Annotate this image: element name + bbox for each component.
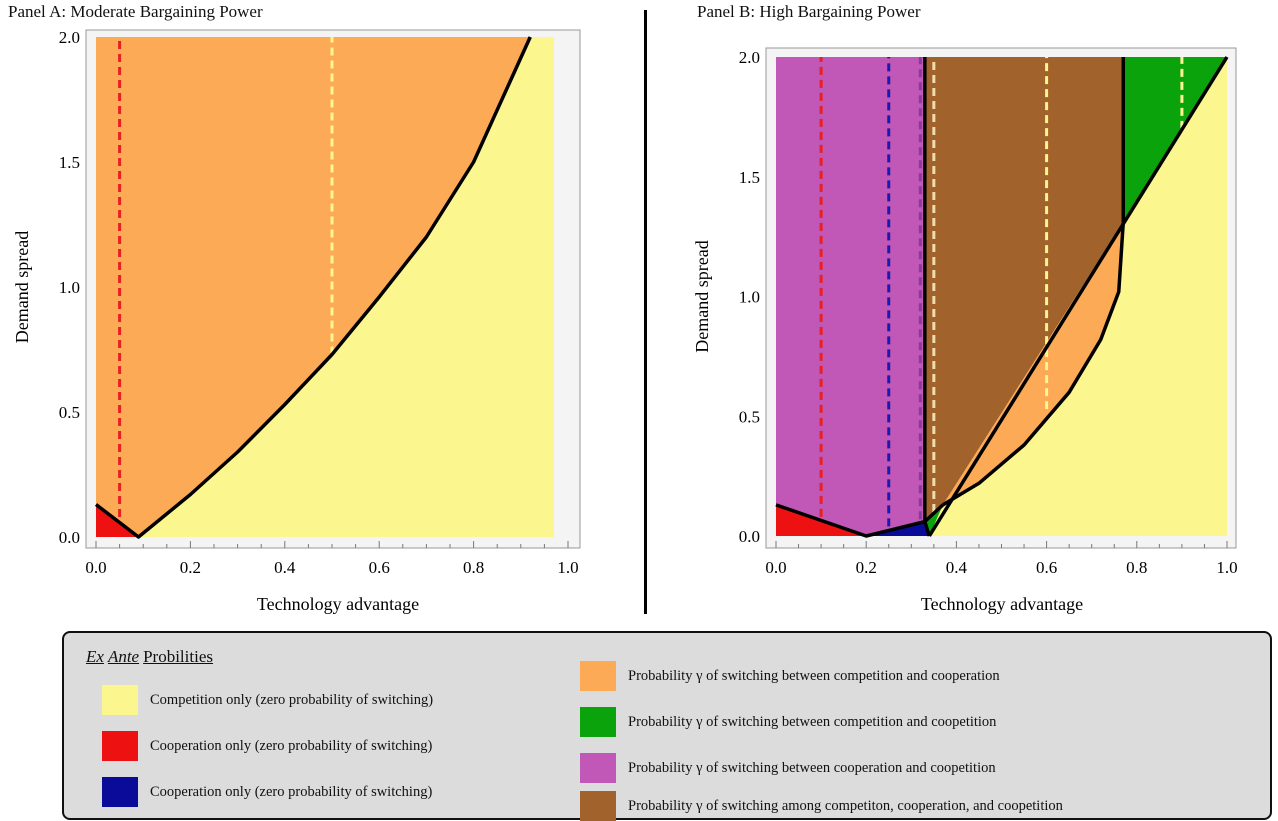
x-tick-label: 1.0 (1216, 558, 1237, 577)
y-tick-label: 0.5 (739, 407, 760, 426)
y-axis-label: Demand spread (692, 240, 712, 352)
legend-item: Probability γ of switching between compe… (580, 707, 996, 737)
legend-item: Probability γ of switching between coope… (580, 753, 996, 783)
boundary-line (775, 503, 945, 538)
y-tick-label: 1.5 (59, 153, 80, 172)
y-tick-label: 2.0 (739, 48, 760, 67)
legend-swatch (102, 731, 138, 761)
x-tick-label: 0.2 (180, 558, 201, 577)
charts: 0.0 0.2 0.4 0.6 0.8 1.0 0.0 0.5 1.0 1.5 2.0 Technol… (12, 28, 1238, 614)
region-switch-competition-cooperation (96, 37, 531, 537)
y-axis-label: Demand spread (12, 231, 32, 343)
legend: Ex Ante Probilities Competition only (zero… (62, 631, 1272, 821)
panel-a-title: Panel A: Moderate Bargaining Power (8, 2, 263, 21)
boundary-line (927, 56, 1229, 537)
y-tick-label: 1.0 (59, 278, 80, 297)
legend-swatch (102, 777, 138, 807)
legend-swatch (580, 661, 616, 691)
x-axis-label: Technology advantage (257, 594, 419, 614)
region-switch-among-all (924, 57, 1124, 522)
region-switch-competition-coopetition-small (924, 504, 943, 536)
legend-label: Cooperation only (zero probability of sw… (150, 783, 433, 800)
legend-item: Cooperation only (zero probability of sw… (102, 777, 432, 807)
x-tick-label: 0.4 (946, 558, 968, 577)
panel-divider (644, 10, 647, 614)
panel-b-title: Panel B: High Bargaining Power (697, 2, 921, 21)
x-tick-label: 1.0 (557, 558, 578, 577)
x-tick-label: 0.0 (765, 558, 786, 577)
x-tick-label: 0.8 (463, 558, 484, 577)
y-tick-label: 0.5 (59, 403, 80, 422)
legend-label: Cooperation only (zero probability of sw… (150, 737, 433, 754)
y-tick-label: 1.0 (739, 288, 760, 307)
legend-label: Probability γ of switching between coope… (628, 759, 996, 776)
x-tick-label: 0.6 (1036, 558, 1057, 577)
legend-swatch (580, 791, 616, 821)
legend-swatch (102, 685, 138, 715)
legend-swatch (580, 753, 616, 783)
x-tick-label: 0.2 (856, 558, 877, 577)
region-switch-cooperation-coopetition (776, 57, 925, 536)
y-tick-label: 0.0 (739, 527, 760, 546)
legend-item: Competition only (zero probability of sw… (102, 685, 433, 715)
region-switch-competition-cooperation (942, 222, 1124, 505)
boundary-line (923, 521, 932, 537)
y-tick-label: 2.0 (59, 28, 80, 47)
x-tick-label: 0.8 (1126, 558, 1147, 577)
x-tick-label: 0.6 (369, 558, 390, 577)
legend-label: Probability γ of switching between compe… (628, 667, 1000, 684)
legend-label: Probability γ of switching among competi… (628, 797, 1063, 814)
legend-label: Probability γ of switching between compe… (628, 713, 997, 730)
boundary-line (94, 36, 532, 539)
boundary-line (941, 222, 1126, 507)
legend-label: Competition only (zero probability of sw… (150, 691, 434, 708)
x-axis-label: Technology advantage (921, 594, 1083, 614)
y-tick-label: 0.0 (59, 528, 80, 547)
legend-item: Probability γ of switching between compe… (580, 661, 1000, 691)
legend-swatch (580, 707, 616, 737)
legend-item: Cooperation only (zero probability of sw… (102, 731, 432, 761)
legend-item: Probability γ of switching among competi… (580, 791, 1063, 821)
x-tick-label: 0.4 (274, 558, 296, 577)
legend-title: Ex Ante Probilities (86, 647, 213, 666)
y-tick-label: 1.5 (739, 168, 760, 187)
x-tick-label: 0.0 (85, 558, 106, 577)
